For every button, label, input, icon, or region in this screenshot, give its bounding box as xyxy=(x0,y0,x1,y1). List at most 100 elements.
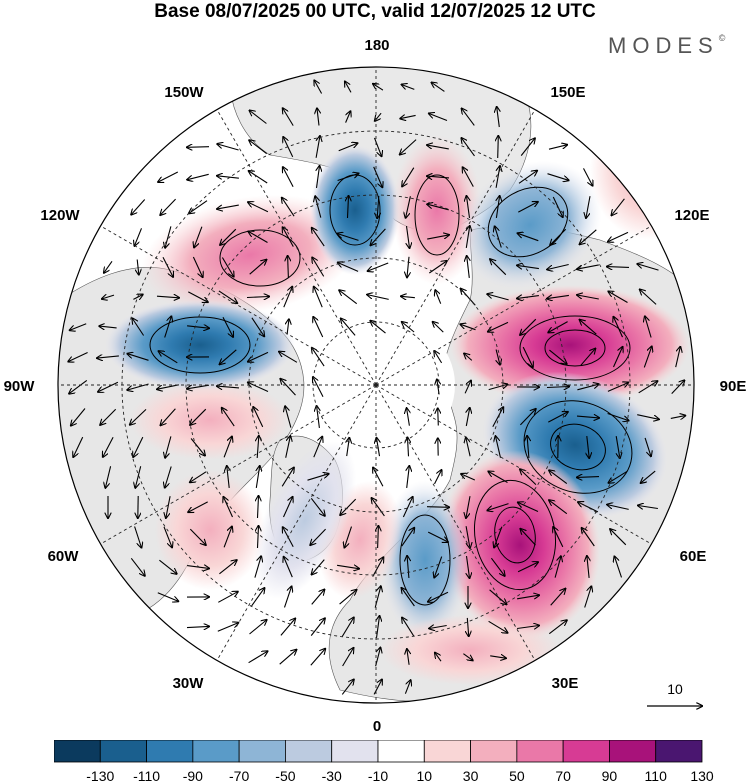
lon-label-150e: 150E xyxy=(550,84,585,101)
colorbar-swatch xyxy=(54,740,101,763)
contour-neg-140e xyxy=(487,186,569,258)
contour-pos-150w xyxy=(219,229,301,287)
colorbar-tick-label: -110 xyxy=(133,768,160,783)
wind-vector xyxy=(645,317,652,338)
wind-vector xyxy=(550,589,566,606)
wind-vector xyxy=(547,263,569,270)
wind-vector xyxy=(283,227,294,247)
wind-vector xyxy=(251,588,265,607)
wind-vector xyxy=(164,317,172,338)
anomaly-neg-140e xyxy=(458,160,602,290)
anomaly-pos-150w xyxy=(141,194,359,316)
wind-vector xyxy=(492,407,503,427)
map-border xyxy=(57,66,695,704)
wind-vector xyxy=(521,529,536,546)
wind-vector xyxy=(495,166,500,188)
wind-vector xyxy=(616,436,620,458)
wind-vector xyxy=(341,319,356,336)
colorbar-swatch xyxy=(609,740,657,763)
wind-vector xyxy=(187,173,209,179)
polar-map: 180 150E 120E 90E 60E 30E 0 30W 60W 90W … xyxy=(4,37,747,735)
wind-vector xyxy=(187,147,210,148)
wind-vector xyxy=(221,257,233,277)
wind-vector xyxy=(643,347,651,368)
wind-vector xyxy=(586,196,591,218)
wind-vector xyxy=(463,167,474,187)
wind-vector xyxy=(427,235,449,240)
wind-vector xyxy=(465,526,470,548)
contour-pos-105e xyxy=(519,315,631,381)
wind-vector xyxy=(490,557,504,576)
wind-vector xyxy=(547,173,569,181)
wind-vector xyxy=(187,326,209,328)
reference-vector: 10 xyxy=(647,681,702,706)
wind-vector xyxy=(373,468,384,487)
wind-vector xyxy=(495,227,502,248)
wind-vector xyxy=(518,503,539,513)
wind-vectors xyxy=(68,81,685,695)
wind-vector xyxy=(192,256,202,277)
lon-label-0: 0 xyxy=(373,718,381,735)
wind-vector xyxy=(401,528,414,547)
wind-vector xyxy=(160,198,176,215)
lon-label-90w: 90W xyxy=(4,378,36,395)
wind-vector xyxy=(520,409,535,426)
wind-vector xyxy=(488,503,509,511)
wind-vector xyxy=(490,656,506,658)
wind-vector xyxy=(251,317,264,336)
wind-vector xyxy=(248,351,269,361)
wind-vector xyxy=(377,195,379,218)
wind-vector xyxy=(438,409,439,426)
wind-vector xyxy=(546,387,569,388)
wind-vector xyxy=(218,592,237,603)
colorbar-swatch xyxy=(146,740,194,763)
wind-vector xyxy=(408,438,409,457)
wind-vector xyxy=(253,407,264,428)
wind-vector xyxy=(281,379,296,396)
map-disc xyxy=(58,67,694,703)
wind-vector xyxy=(549,470,568,485)
wind-vector xyxy=(373,84,384,91)
wind-vector xyxy=(587,436,589,458)
wind-vector xyxy=(548,321,568,333)
wind-vector xyxy=(315,196,322,218)
wind-vector xyxy=(496,196,499,218)
wind-vector xyxy=(435,653,442,662)
colorbar-swatches xyxy=(54,740,703,763)
wind-vector xyxy=(497,107,500,128)
wind-vector xyxy=(434,470,442,485)
wind-vector xyxy=(248,651,268,664)
arctic-center xyxy=(305,315,455,455)
wind-vector xyxy=(161,408,176,425)
wind-vector xyxy=(284,557,293,578)
lon-label-90e: 90E xyxy=(720,378,747,395)
wind-vector xyxy=(246,297,269,298)
wind-vector xyxy=(580,349,595,366)
wind-vector xyxy=(280,619,295,636)
wind-vector xyxy=(373,137,382,156)
wind-vector xyxy=(580,229,597,244)
colorbar-swatch xyxy=(655,740,703,763)
wind-vector xyxy=(285,436,291,458)
wind-vector xyxy=(407,256,409,277)
wind-vector xyxy=(522,346,533,367)
wind-vector xyxy=(341,618,353,637)
wind-vector xyxy=(132,319,145,336)
wind-vector xyxy=(337,565,359,568)
wind-vector xyxy=(313,437,322,458)
wind-vector xyxy=(607,383,628,392)
wind-vector xyxy=(374,586,381,608)
wind-vector xyxy=(462,109,475,126)
wind-vector xyxy=(402,85,415,90)
wind-vector xyxy=(100,408,117,425)
wind-vector xyxy=(576,416,599,418)
wind-vector xyxy=(462,138,475,157)
chart-title: Base 08/07/2025 00 UTC, valid 12/07/2025… xyxy=(154,1,596,22)
wind-vector xyxy=(279,352,298,363)
wind-vector xyxy=(517,626,539,629)
wind-vector xyxy=(461,474,476,481)
colorbar-swatch xyxy=(423,740,471,763)
wind-vector xyxy=(407,408,410,426)
wind-vector xyxy=(494,526,503,548)
wind-vector xyxy=(310,497,324,515)
